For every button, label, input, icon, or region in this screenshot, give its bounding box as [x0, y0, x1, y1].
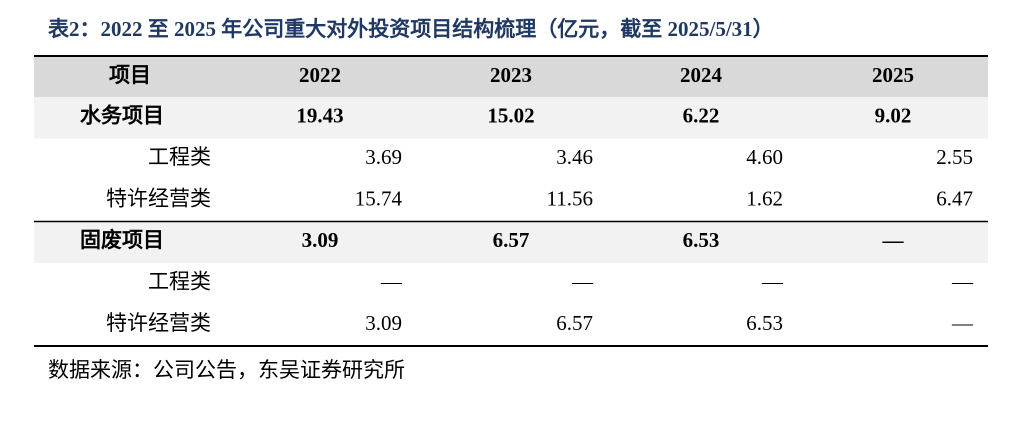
- group-value: 3.09: [302, 228, 339, 252]
- table-title: 表2：2022 至 2025 年公司重大对外投资项目结构梳理（亿元，截至 202…: [48, 17, 774, 41]
- header-cell: 2025: [872, 63, 914, 87]
- group-value: 6.57: [493, 228, 530, 252]
- item-value: —: [571, 270, 594, 294]
- item-value: 3.46: [556, 145, 593, 169]
- group-value: 6.22: [683, 104, 720, 128]
- item-label: 特许经营类: [106, 311, 211, 335]
- item-value: 1.62: [746, 187, 783, 211]
- header-cell: 2024: [680, 63, 723, 87]
- item-value: 6.57: [556, 311, 593, 335]
- header-cell: 项目: [109, 63, 151, 87]
- group-value: 15.02: [487, 104, 534, 128]
- item-value: 6.53: [746, 311, 783, 335]
- item-value: 6.47: [936, 187, 973, 211]
- group-row-bg: [34, 221, 988, 263]
- item-value: 15.74: [355, 187, 403, 211]
- item-label: 工程类: [148, 145, 211, 169]
- header-bg: [34, 56, 988, 97]
- item-value: —: [380, 270, 403, 294]
- group-value: 19.43: [296, 104, 343, 128]
- header-cell: 2023: [490, 63, 532, 87]
- group-value: 6.53: [683, 228, 720, 252]
- item-label: 特许经营类: [106, 187, 211, 211]
- item-value: 3.09: [365, 311, 402, 335]
- source-note: 数据来源：公司公告，东吴证券研究所: [48, 358, 405, 382]
- header-cell: 2022: [299, 63, 341, 87]
- item-label: 工程类: [148, 270, 211, 294]
- item-value: —: [951, 311, 974, 335]
- item-value: 4.60: [746, 145, 783, 169]
- group-value: —: [882, 228, 905, 252]
- item-value: 11.56: [547, 187, 593, 211]
- group-value: 9.02: [875, 104, 912, 128]
- group-label: 固废项目: [80, 228, 164, 252]
- item-value: —: [951, 270, 974, 294]
- item-value: 3.69: [365, 145, 402, 169]
- item-value: 2.55: [936, 145, 973, 169]
- item-value: —: [761, 270, 784, 294]
- group-row-bg: [34, 97, 988, 139]
- group-label: 水务项目: [80, 104, 164, 128]
